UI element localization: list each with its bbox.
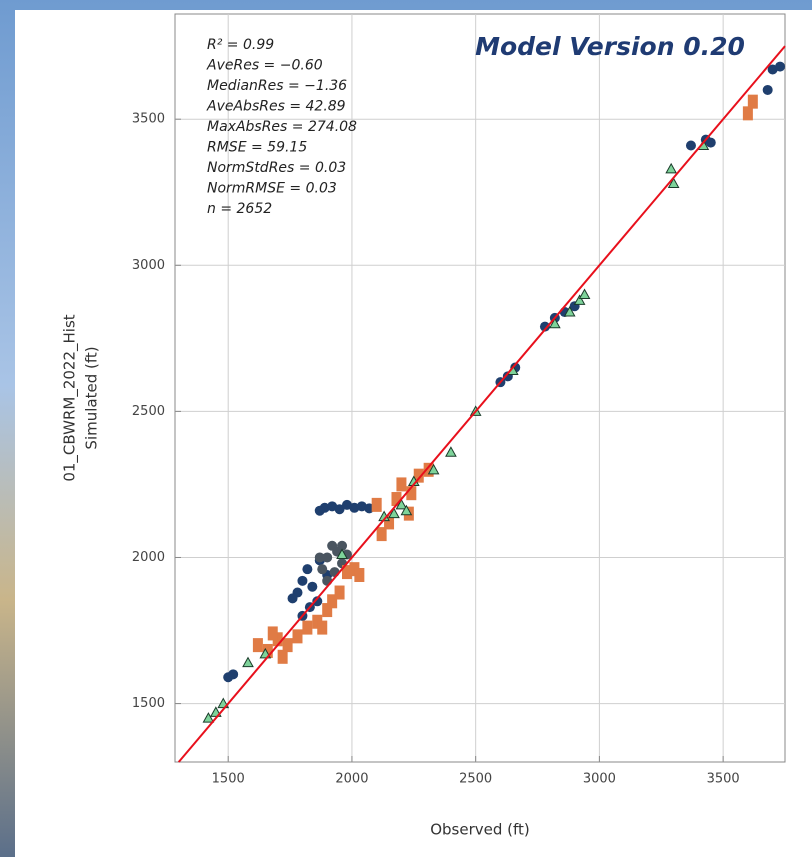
- point: [406, 486, 417, 501]
- point: [396, 477, 407, 492]
- x-tick-label: 3000: [583, 772, 616, 787]
- point: [314, 505, 325, 516]
- point: [302, 564, 313, 575]
- statistic: n = 2652: [207, 201, 272, 217]
- point: [287, 593, 298, 604]
- point: [667, 177, 680, 188]
- point: [292, 629, 303, 644]
- point: [388, 507, 400, 519]
- point: [395, 498, 408, 510]
- y-tick-label: 2000: [132, 550, 165, 565]
- point: [445, 446, 457, 457]
- point: [349, 502, 360, 513]
- point: [762, 84, 773, 95]
- point: [282, 638, 293, 653]
- x-tick-label: 1500: [212, 772, 245, 787]
- point: [747, 94, 758, 109]
- x-axis-label: Observed (ft): [430, 821, 530, 839]
- point: [314, 552, 325, 563]
- point: [322, 575, 333, 586]
- statistic: RMSE = 59.15: [207, 140, 307, 156]
- point: [775, 61, 786, 72]
- statistic: AveAbsRes = 42.89: [206, 99, 346, 115]
- point: [563, 306, 576, 317]
- point: [685, 140, 696, 151]
- grid: [175, 14, 785, 762]
- statistic: MaxAbsRes = 274.08: [207, 119, 357, 135]
- point: [334, 585, 345, 600]
- point: [336, 548, 348, 560]
- identity-line: [177, 45, 786, 763]
- point: [277, 649, 288, 664]
- point: [371, 497, 382, 512]
- point: [307, 581, 318, 592]
- point: [423, 462, 434, 477]
- point: [573, 294, 586, 305]
- point: [297, 575, 308, 586]
- point: [549, 317, 561, 329]
- point: [252, 638, 263, 653]
- point: [354, 568, 365, 582]
- point: [539, 321, 550, 332]
- point: [742, 106, 753, 121]
- point: [228, 669, 239, 680]
- x-tick-label: 2500: [459, 772, 492, 787]
- y-tick-label: 1500: [132, 696, 165, 711]
- point: [312, 596, 323, 607]
- point: [327, 594, 338, 609]
- point: [705, 137, 716, 148]
- x-tick-label: 3500: [707, 772, 740, 787]
- point: [337, 540, 348, 551]
- point: [317, 620, 328, 635]
- point: [578, 288, 591, 299]
- y-axis-label: Simulated (ft): [83, 346, 101, 449]
- point: [322, 603, 333, 618]
- statistic: NormStdRes = 0.03: [207, 160, 346, 176]
- y-tick-label: 3000: [132, 258, 165, 273]
- point: [322, 552, 333, 563]
- point: [267, 626, 278, 641]
- statistic: MedianRes = −1.36: [207, 78, 347, 94]
- y-tick-label: 3500: [132, 112, 165, 127]
- point: [202, 712, 215, 723]
- labels: 1500 2000 2500 3000 3500 1500 2000 2500 3000 3500…: [132, 37, 740, 787]
- point: [334, 504, 345, 515]
- point: [329, 567, 340, 578]
- statistic: AveRes = −0.60: [206, 58, 323, 74]
- chart-title: Model Version 0.20: [475, 32, 745, 61]
- y-tick-label: 2500: [132, 404, 165, 419]
- statistic: R² = 0.99: [207, 37, 274, 53]
- point: [262, 643, 273, 658]
- point: [341, 565, 352, 580]
- point: [665, 162, 678, 174]
- point: [242, 656, 254, 668]
- x-tick-label: 2000: [335, 772, 368, 787]
- point: [391, 492, 402, 507]
- point: [427, 463, 440, 475]
- point: [376, 527, 387, 542]
- point: [384, 515, 395, 530]
- point: [413, 468, 424, 483]
- marks: [177, 45, 786, 763]
- point: [317, 564, 328, 575]
- statistic: NormRMSE = 0.03: [207, 181, 337, 197]
- point: [302, 620, 313, 635]
- point: [400, 504, 413, 516]
- y-axis-label: 01_CBWRM_2022_Hist: [61, 314, 80, 481]
